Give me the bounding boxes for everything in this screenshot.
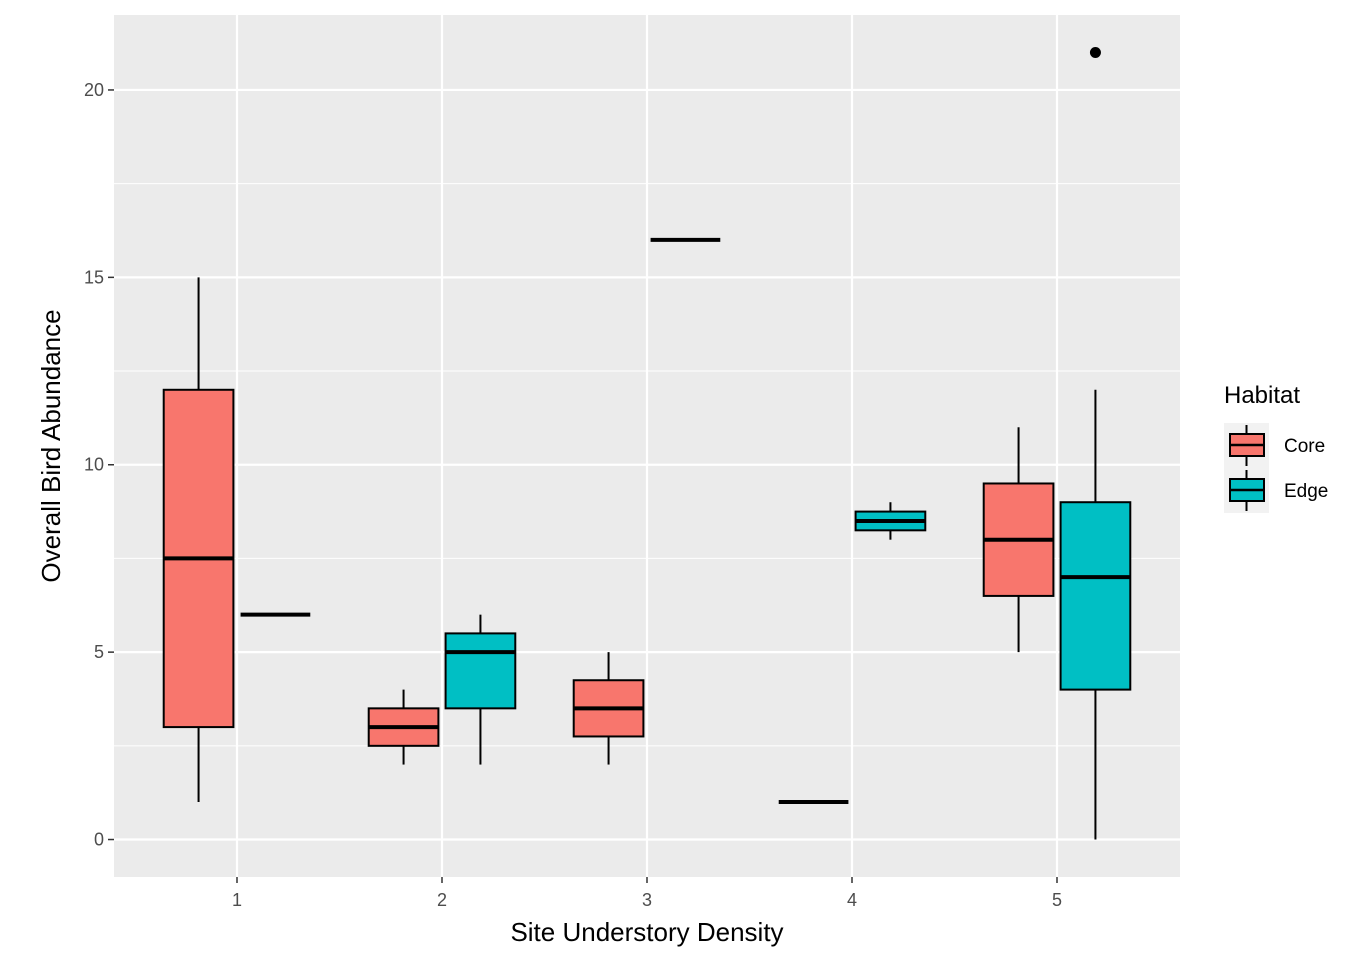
legend-title: Habitat xyxy=(1224,382,1300,409)
outlier-point xyxy=(1089,46,1101,58)
y-tick-label: 5 xyxy=(94,642,104,662)
box-edge xyxy=(1059,501,1132,691)
y-tick-label: 10 xyxy=(84,455,104,475)
legend-label-core: Core xyxy=(1284,436,1325,457)
x-tick-label: 4 xyxy=(847,890,857,910)
box-edge xyxy=(444,632,517,710)
x-tick-label: 2 xyxy=(437,890,447,910)
x-axis: 1 2 3 4 5 xyxy=(232,877,1062,910)
x-axis-title: Site Understory Density xyxy=(510,917,783,947)
y-axis-title: Overall Bird Abundance xyxy=(36,309,66,582)
x-tick-label: 5 xyxy=(1052,890,1062,910)
major-gridlines xyxy=(114,15,1180,877)
box-group xyxy=(162,46,1132,840)
legend: Habitat Core Edge xyxy=(1224,382,1328,513)
x-tick-label: 1 xyxy=(232,890,242,910)
y-tick-label: 20 xyxy=(84,80,104,100)
y-tick-label: 0 xyxy=(94,830,104,850)
y-axis: 0 5 10 15 20 xyxy=(84,80,114,850)
y-tick-label: 15 xyxy=(84,267,104,287)
x-tick-label: 3 xyxy=(642,890,652,910)
legend-label-edge: Edge xyxy=(1284,481,1328,502)
